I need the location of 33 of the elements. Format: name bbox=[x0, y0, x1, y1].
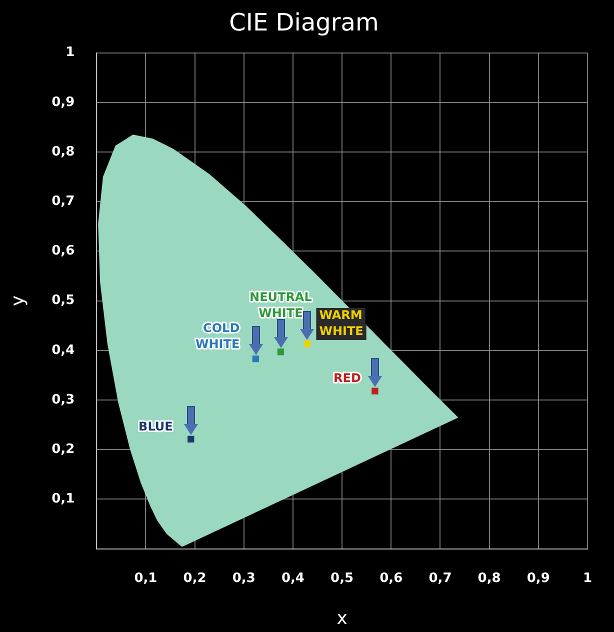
y-tick-label: 0,7 bbox=[52, 194, 75, 209]
x-tick-label: 0,9 bbox=[526, 570, 550, 586]
y-tick-label: 1 bbox=[66, 45, 75, 60]
y-tick-label: 0,2 bbox=[52, 442, 75, 457]
y-tick-label: 0,5 bbox=[52, 293, 75, 308]
y-tick-label: 0,6 bbox=[52, 244, 75, 259]
x-tick-label: 0,5 bbox=[330, 570, 354, 586]
x-axis-title: x bbox=[336, 608, 348, 629]
x-tick-label: 0,8 bbox=[478, 570, 501, 586]
y-tick-label: 0,9 bbox=[52, 94, 75, 110]
series-label: COLD WHITE bbox=[196, 320, 240, 351]
y-tick-label: 0,1 bbox=[52, 492, 75, 507]
series-label: WARM WHITE bbox=[319, 308, 364, 338]
x-tick-label: 0,6 bbox=[380, 570, 403, 586]
series-label: BLUE bbox=[138, 419, 173, 434]
y-axis-title: y bbox=[7, 295, 28, 306]
point bbox=[304, 340, 311, 348]
x-tick-label: 0,2 bbox=[183, 570, 206, 586]
point bbox=[372, 388, 378, 394]
y-tick-label: 0,8 bbox=[52, 144, 75, 160]
y-tick-label: 0,3 bbox=[52, 392, 75, 408]
x-tick-label: 0,1 bbox=[134, 570, 158, 586]
x-tick-label: 0,7 bbox=[428, 570, 452, 586]
point bbox=[188, 436, 194, 443]
y-tick-label: 0,4 bbox=[52, 342, 75, 358]
text: NEUTRAL WHITE bbox=[250, 290, 312, 320]
x-tick-label: 1 bbox=[582, 570, 592, 586]
point bbox=[277, 348, 284, 356]
x-tick-label: 0,3 bbox=[232, 570, 256, 586]
x-tick-label: 0,4 bbox=[281, 570, 304, 586]
chart-title: CIE Diagram bbox=[229, 8, 379, 37]
point bbox=[252, 356, 259, 362]
series-label: RED bbox=[334, 371, 361, 386]
